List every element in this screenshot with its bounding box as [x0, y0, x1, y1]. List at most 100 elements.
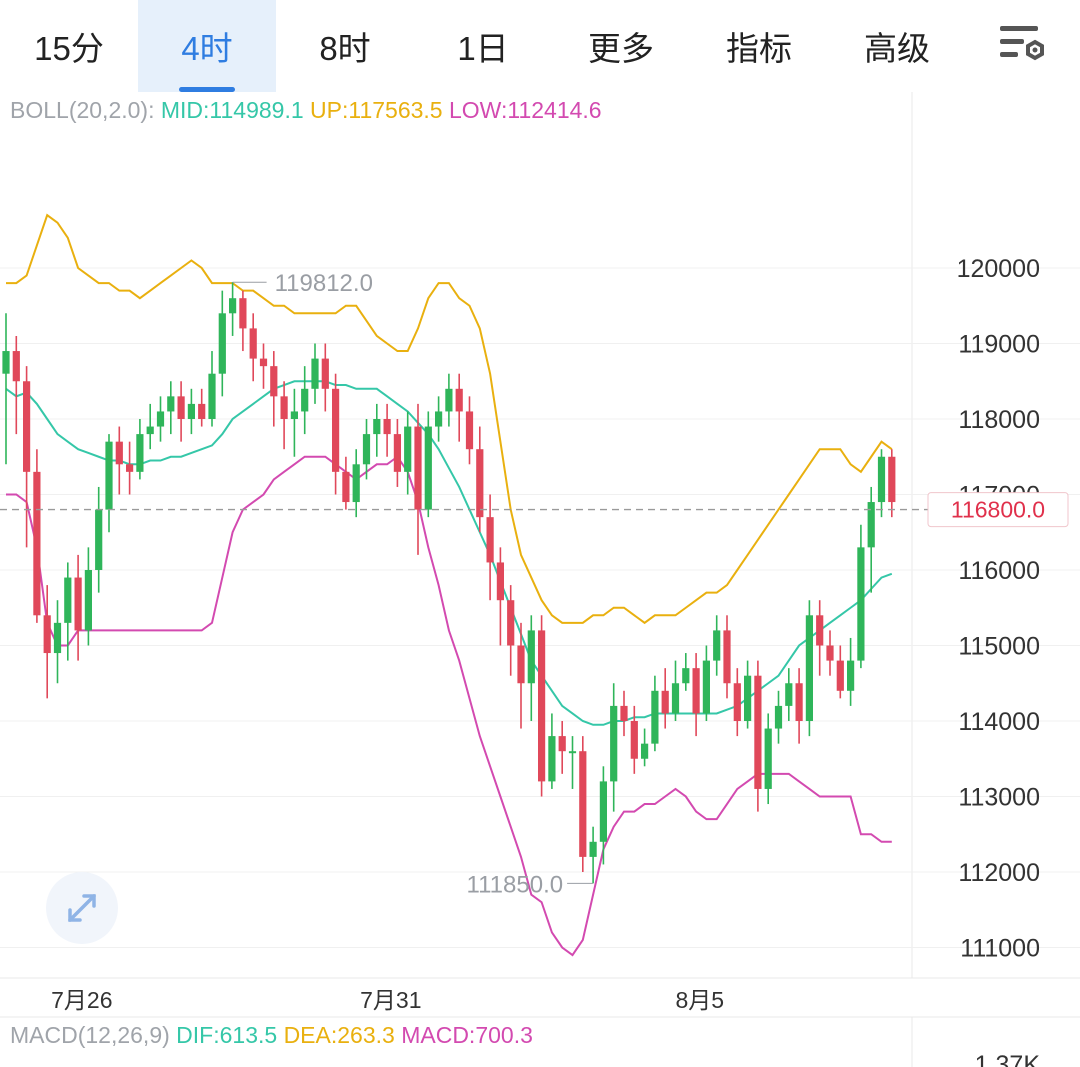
candle — [393, 419, 401, 487]
candle — [64, 562, 72, 661]
tab-more[interactable]: 更多 — [552, 0, 690, 92]
candle — [517, 622, 525, 729]
candle-body — [208, 373, 216, 419]
candle-body — [867, 502, 875, 548]
candle — [218, 290, 226, 397]
candle — [167, 381, 175, 435]
macd-legend: MACD(12,26,9) DIF:613.5 DEA:263.3 MACD:7… — [10, 1022, 533, 1049]
candle — [321, 343, 329, 412]
candle-body — [486, 517, 494, 563]
candle-body — [589, 841, 597, 857]
candle — [527, 615, 535, 721]
candle — [43, 585, 51, 699]
candle — [713, 615, 721, 676]
tab-15min[interactable]: 15分 — [0, 0, 138, 92]
candle — [187, 388, 195, 435]
candle-body — [259, 358, 268, 367]
candle-body — [795, 683, 803, 721]
candle-body — [229, 298, 237, 314]
tab-label: 8时 — [319, 30, 371, 67]
expand-chart-button[interactable] — [46, 872, 118, 944]
candle-body — [198, 403, 206, 419]
candle-body — [620, 705, 628, 721]
candle-body — [373, 419, 381, 435]
candle-body — [692, 668, 700, 714]
candle-body — [424, 426, 432, 510]
candle — [744, 660, 752, 729]
candle — [702, 645, 710, 721]
candle-body — [671, 683, 680, 714]
candle — [342, 456, 350, 510]
candle — [95, 486, 103, 593]
tab-advanced[interactable]: 高级 — [828, 0, 966, 92]
y-tick-label: 115000 — [958, 633, 1040, 661]
candle-body — [682, 668, 690, 684]
candle — [290, 388, 298, 457]
candle-body — [270, 366, 278, 397]
candle — [465, 396, 474, 465]
candle-body — [496, 562, 504, 601]
candle-body — [507, 600, 515, 646]
candle-body — [342, 471, 350, 503]
candle-body — [857, 547, 865, 661]
candle — [579, 736, 587, 872]
candle-body — [538, 630, 546, 782]
candle — [847, 637, 855, 706]
candle-body — [744, 675, 752, 721]
candle-body — [826, 645, 834, 661]
candle-body — [785, 683, 793, 706]
candle — [826, 630, 834, 676]
candle — [857, 524, 865, 669]
candle-body — [651, 690, 659, 744]
candle — [146, 403, 154, 450]
candle — [548, 713, 556, 789]
candle — [641, 728, 649, 767]
tab-indicators[interactable]: 指标 — [690, 0, 828, 92]
candle-body — [805, 615, 813, 721]
candle — [836, 645, 844, 699]
high-price-label: 119812.0 — [275, 270, 373, 297]
candle — [507, 585, 515, 676]
candle-body — [301, 388, 309, 412]
candle — [362, 419, 371, 480]
candle — [105, 434, 113, 533]
candle — [301, 366, 309, 435]
candle-body — [661, 690, 669, 714]
candle-body — [64, 577, 72, 623]
candle-body — [414, 426, 422, 510]
tab-8h[interactable]: 8时 — [276, 0, 414, 92]
candle — [74, 554, 82, 661]
tab-4h[interactable]: 4时 — [138, 0, 276, 92]
candle-body — [126, 464, 134, 472]
candle-body — [43, 615, 51, 654]
candle-body — [713, 630, 721, 661]
chart-settings-button[interactable] — [994, 20, 1050, 70]
candle-body — [723, 630, 731, 684]
candle-body — [641, 743, 649, 759]
candle — [733, 668, 741, 737]
macd-dea-value: DEA:263.3 — [283, 1022, 395, 1048]
candle — [888, 449, 896, 518]
last-price-box — [927, 492, 1069, 528]
candle-body — [404, 426, 412, 472]
tab-label: 更多 — [588, 30, 654, 67]
candle — [867, 486, 875, 593]
candle — [332, 373, 340, 495]
candle — [156, 396, 165, 442]
candle — [754, 660, 762, 812]
candle-body — [476, 449, 484, 518]
candle — [682, 653, 690, 691]
candle-body — [321, 358, 329, 389]
candle — [208, 351, 216, 427]
candle-body — [74, 577, 82, 631]
candle-body — [568, 751, 577, 754]
tab-1d[interactable]: 1日 — [414, 0, 552, 92]
candle — [455, 373, 463, 442]
candle — [785, 668, 793, 721]
candle-body — [249, 328, 257, 359]
candle — [53, 600, 62, 684]
candle-body — [33, 471, 41, 616]
candle — [764, 713, 772, 805]
candle-body — [774, 705, 783, 729]
